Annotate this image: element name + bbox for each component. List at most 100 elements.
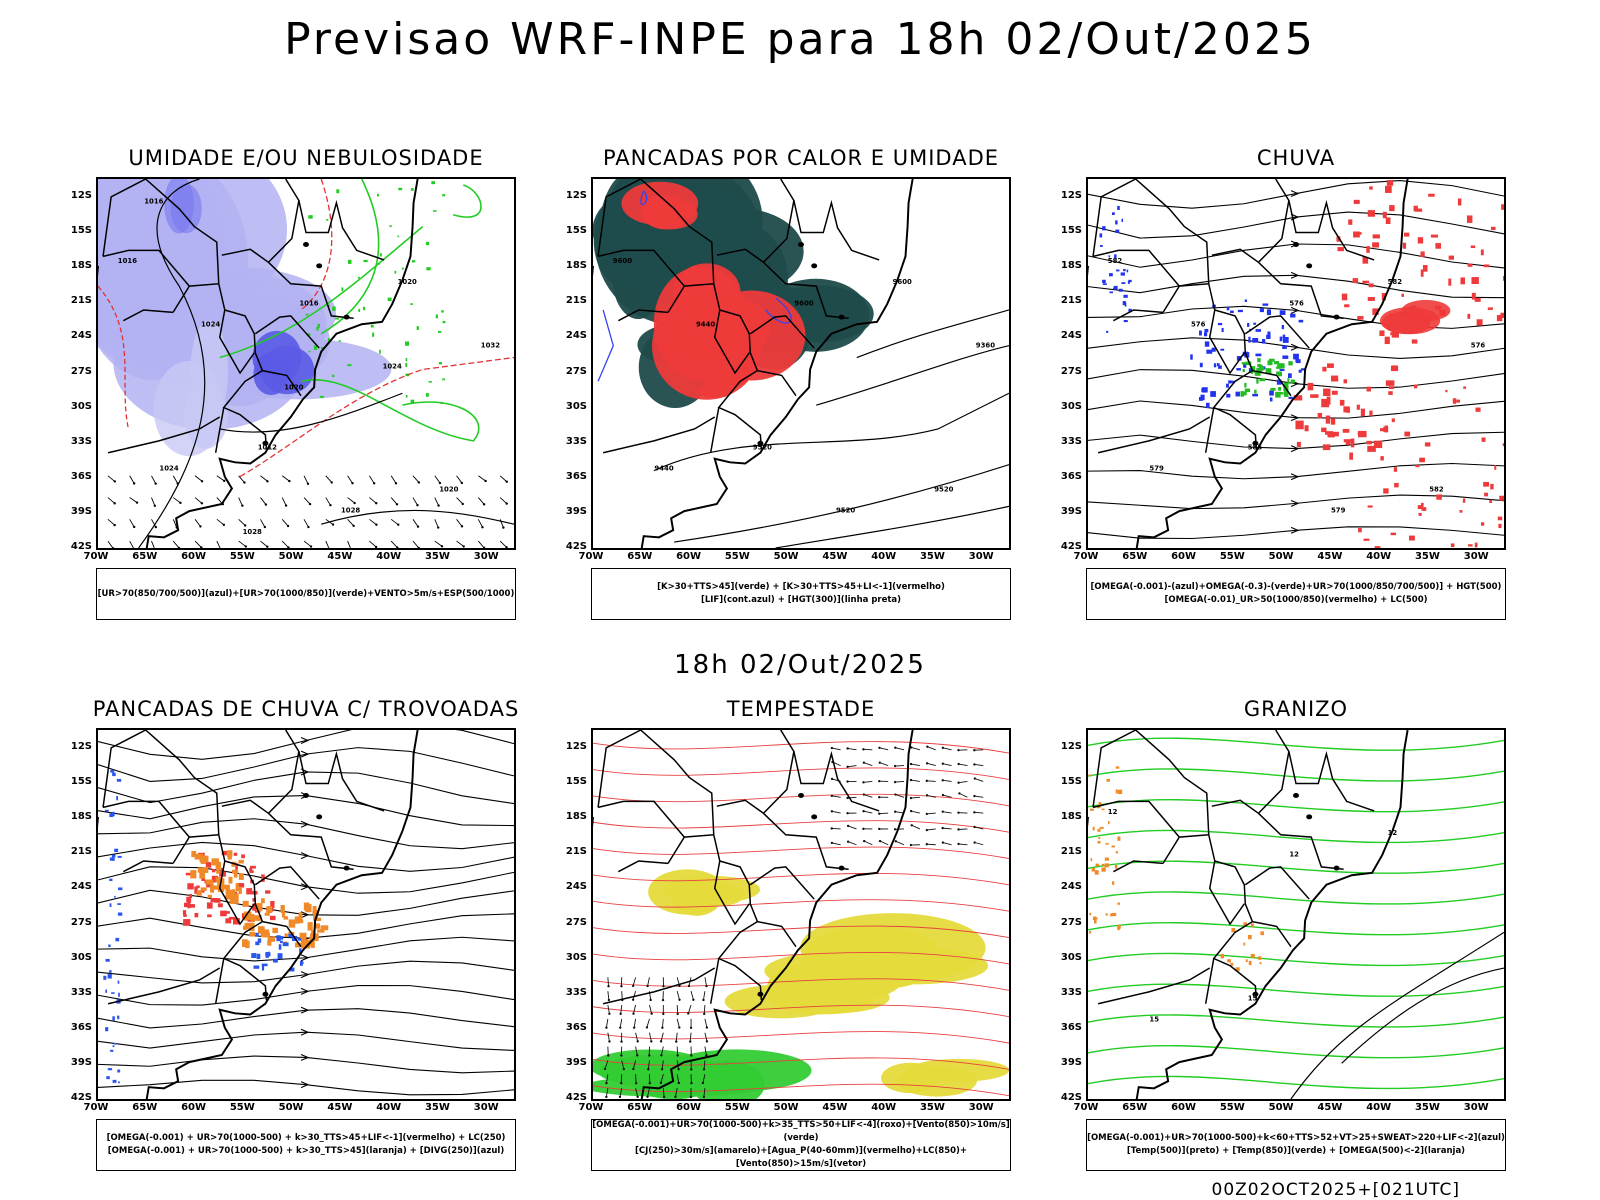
field-speck xyxy=(1098,801,1102,806)
contour-line xyxy=(1088,526,1504,540)
wind-vector-head xyxy=(331,523,335,526)
wind-vector-head xyxy=(662,1095,666,1099)
field-speck xyxy=(1259,378,1266,382)
wind-vector-head xyxy=(878,761,881,764)
wind-vector xyxy=(942,794,952,798)
field-speck xyxy=(1384,336,1390,345)
wind-vector-head xyxy=(705,984,708,988)
field-speck xyxy=(1259,308,1264,313)
field-speck xyxy=(376,263,381,265)
field-speck xyxy=(1366,440,1372,445)
field-speck xyxy=(1266,334,1271,339)
contour-label: 585 xyxy=(1248,443,1263,451)
lake xyxy=(798,241,804,247)
wind-vector xyxy=(107,540,114,548)
field-speck xyxy=(268,951,271,957)
border-line xyxy=(716,179,795,264)
contour-line xyxy=(1088,1045,1504,1059)
wind-vector-head xyxy=(607,985,610,988)
latitude-label: 12S xyxy=(1060,741,1082,752)
wind-vector-head xyxy=(660,1068,664,1071)
wind-vector xyxy=(499,540,507,548)
wind-vector-head xyxy=(662,985,665,988)
field-speck xyxy=(1491,226,1496,231)
wind-vector-head xyxy=(893,828,897,831)
field-speck xyxy=(1489,499,1493,504)
longitude-label: 40W xyxy=(376,551,402,562)
wind-vector-head xyxy=(702,1095,706,1099)
field-speck xyxy=(1117,902,1121,905)
contour-line xyxy=(1290,931,1504,1099)
longitude-label: 70W xyxy=(83,551,109,562)
latitude-label: 27S xyxy=(70,916,92,928)
longitude-label: 65W xyxy=(627,1102,653,1113)
field-speck xyxy=(1101,863,1105,866)
contour-line xyxy=(300,179,333,311)
contour-line xyxy=(593,978,1009,991)
border-line xyxy=(102,800,190,838)
streamline-arrow xyxy=(1290,190,1300,198)
wind-vector-head xyxy=(957,811,960,814)
lake xyxy=(1333,865,1340,871)
field-speck xyxy=(1322,444,1331,451)
contour-line xyxy=(98,747,514,782)
wind-vector-head xyxy=(199,525,202,528)
field-speck xyxy=(1357,316,1364,320)
field-speck xyxy=(117,903,121,906)
contour-label: 576 xyxy=(1191,320,1206,328)
field-speck xyxy=(117,855,122,858)
wind-vector xyxy=(703,1088,706,1098)
field-speck xyxy=(1420,251,1425,257)
longitude-label: 60W xyxy=(1171,551,1197,562)
lake xyxy=(1293,241,1299,247)
wind-vector xyxy=(704,1032,708,1042)
wind-vector-head xyxy=(375,523,378,526)
wind-vector-head xyxy=(662,1012,665,1016)
field-speck xyxy=(1220,953,1225,959)
field-speck xyxy=(269,915,276,921)
wind-vector-head xyxy=(926,745,929,748)
wind-vector-head xyxy=(416,525,420,528)
field-speck xyxy=(1097,828,1101,832)
wind-vector-head xyxy=(894,840,897,843)
field-speck xyxy=(242,900,249,907)
wind-vector xyxy=(942,779,952,782)
field-speck xyxy=(401,267,404,270)
field-speck xyxy=(1241,362,1247,365)
legend-line: [OMEGA(-0.001)-(azul)+OMEGA(-0.3)-(verde… xyxy=(1090,582,1502,592)
field-speck xyxy=(410,303,413,306)
field-speck xyxy=(1218,365,1222,369)
wind-vector xyxy=(864,840,873,846)
wind-vector xyxy=(347,475,353,484)
field-speck xyxy=(1252,337,1259,343)
legend-line: [K>30+TTS>45](verde) + [K>30+TTS>45+LI<-… xyxy=(657,582,945,592)
field-patch xyxy=(672,879,722,916)
contour-line xyxy=(452,184,482,218)
field-speck xyxy=(185,872,194,876)
contour-line xyxy=(1088,891,1504,905)
field-speck xyxy=(241,939,248,947)
field-speck xyxy=(1211,347,1216,352)
latitude-label: 33S xyxy=(70,986,92,998)
field-speck xyxy=(425,241,429,246)
field-speck xyxy=(435,314,438,319)
field-speck xyxy=(1250,953,1255,958)
wind-vector-head xyxy=(605,1081,608,1085)
contour-line xyxy=(300,379,480,442)
field-speck xyxy=(308,215,313,219)
wind-vector-head xyxy=(461,502,464,506)
wind-vector xyxy=(390,475,397,484)
field-speck xyxy=(1366,246,1370,253)
latitude-label: 21S xyxy=(1060,295,1082,307)
field-speck xyxy=(228,916,236,920)
field-speck xyxy=(1497,516,1503,521)
field-speck xyxy=(1244,382,1247,388)
field-speck xyxy=(1102,283,1107,285)
wind-vector-head xyxy=(674,1095,677,1099)
field-speck xyxy=(405,362,408,368)
wind-vector-head xyxy=(676,1012,679,1016)
latitude-label: 30S xyxy=(565,951,587,963)
legend-line: [Temp(500)](preto) + [Temp(850)](verde) … xyxy=(1126,1146,1466,1156)
field-speck xyxy=(1369,186,1373,190)
border-line xyxy=(214,407,225,453)
